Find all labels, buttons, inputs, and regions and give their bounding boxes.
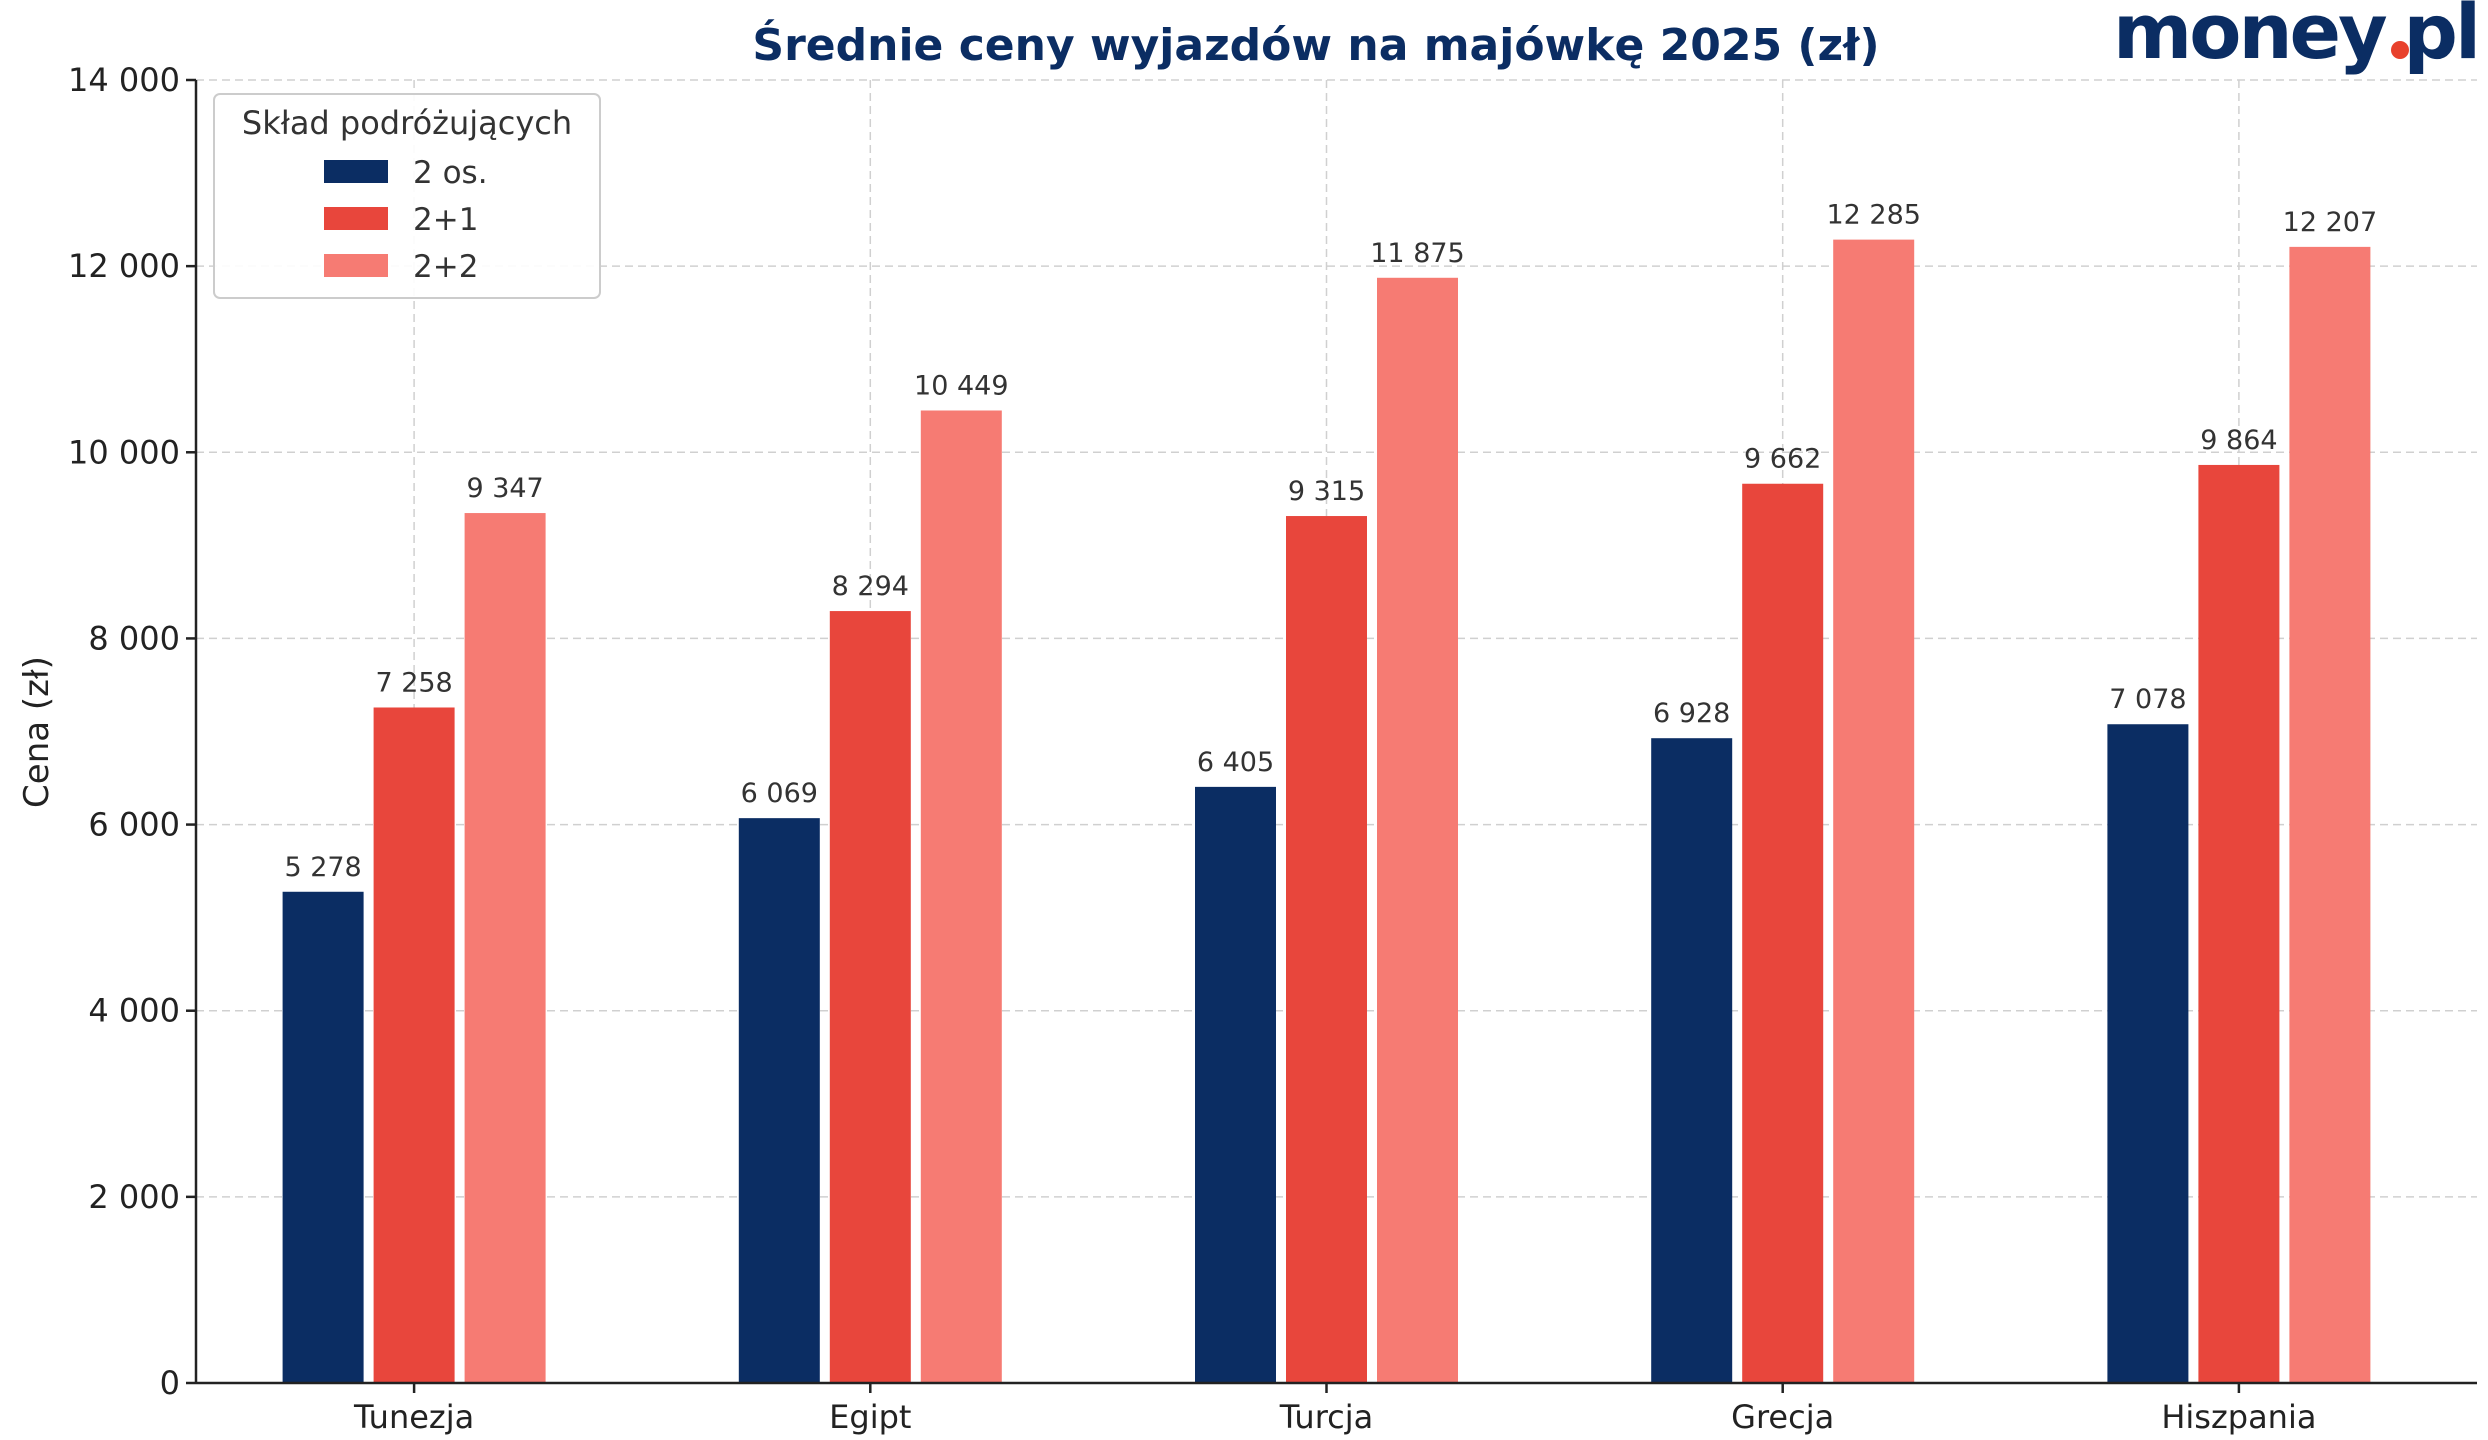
y-tick-label: 14 000 bbox=[68, 61, 180, 99]
axes: 0 2 000 4 000 6 000 8 000 10 000 12 000 14 000 T… bbox=[68, 61, 2477, 1436]
bar bbox=[1833, 239, 1915, 1384]
data-label: 10 449 bbox=[914, 370, 1008, 401]
data-label: 6 405 bbox=[1197, 747, 1274, 778]
chart-title: Średnie ceny wyjazdów na majówkę 2025 (z… bbox=[752, 18, 1879, 71]
bar bbox=[2107, 724, 2189, 1383]
data-label: 9 662 bbox=[1744, 444, 1821, 475]
x-tick-label: Egipt bbox=[829, 1398, 911, 1436]
data-label: 6 069 bbox=[741, 778, 818, 809]
bar bbox=[2198, 464, 2280, 1383]
legend-title: Skład podróżujących bbox=[242, 104, 572, 142]
y-tick-label: 8 000 bbox=[88, 619, 180, 657]
bar bbox=[1195, 786, 1276, 1383]
bar bbox=[282, 891, 364, 1383]
bar bbox=[738, 818, 820, 1383]
legend-swatch bbox=[324, 254, 388, 277]
data-label: 12 285 bbox=[1826, 200, 1920, 231]
legend-entry: 2+1 bbox=[413, 202, 478, 238]
data-label: 9 864 bbox=[2200, 425, 2277, 456]
legend-entry: 2+2 bbox=[413, 249, 478, 285]
y-tick-label: 6 000 bbox=[88, 806, 180, 844]
legend-swatch bbox=[324, 207, 388, 230]
data-label: 7 078 bbox=[2109, 684, 2186, 715]
data-label: 9 315 bbox=[1288, 476, 1365, 507]
data-label: 11 875 bbox=[1370, 238, 1464, 269]
x-tick-label: Turcja bbox=[1279, 1398, 1374, 1436]
bar bbox=[1742, 483, 1824, 1383]
data-label: 9 347 bbox=[466, 473, 543, 504]
x-tick-label: Tunezja bbox=[353, 1398, 474, 1436]
y-tick-label: 10 000 bbox=[68, 433, 180, 471]
legend-swatch bbox=[324, 160, 388, 183]
bars: 5 278 6 069 6 405 6 928 7 078 7 258 8 294 9 315… bbox=[282, 200, 2377, 1384]
y-tick-label: 4 000 bbox=[88, 992, 180, 1030]
y-axis-label: Cena (zł) bbox=[17, 656, 57, 808]
y-tick-label: 2 000 bbox=[88, 1178, 180, 1216]
data-label: 5 278 bbox=[284, 852, 361, 883]
bar bbox=[2289, 246, 2371, 1383]
x-tick-label: Hiszpania bbox=[2161, 1398, 2316, 1436]
data-label: 12 207 bbox=[2283, 207, 2377, 238]
y-tick-label: 12 000 bbox=[68, 247, 180, 285]
legend-entry: 2 os. bbox=[413, 155, 488, 191]
data-label: 8 294 bbox=[832, 571, 909, 602]
bar bbox=[829, 611, 911, 1383]
data-label: 7 258 bbox=[375, 667, 452, 698]
data-label: 6 928 bbox=[1653, 698, 1730, 729]
svg-text:money.pl: money.pl bbox=[2113, 0, 2478, 76]
bar bbox=[920, 410, 1002, 1383]
bar bbox=[1651, 738, 1733, 1383]
y-tick-label: 0 bbox=[160, 1364, 180, 1402]
x-tick-label: Grecja bbox=[1731, 1398, 1834, 1436]
legend: Skład podróżujących 2 os. 2+1 2+2 bbox=[213, 93, 601, 299]
money-pl-logo: money.pl bbox=[2113, 0, 2481, 76]
bar bbox=[1377, 277, 1458, 1383]
bar bbox=[1286, 516, 1367, 1383]
bar bbox=[464, 513, 546, 1383]
bar bbox=[373, 707, 455, 1383]
